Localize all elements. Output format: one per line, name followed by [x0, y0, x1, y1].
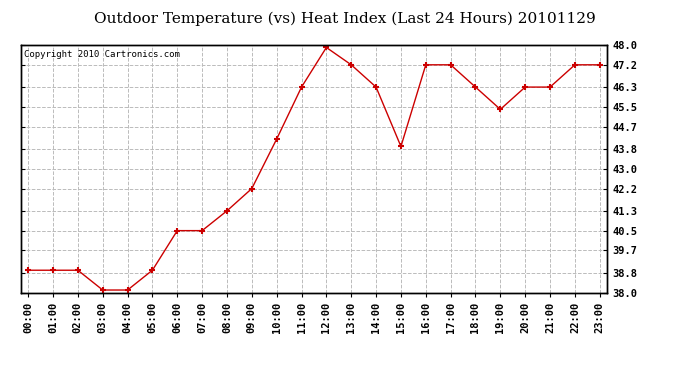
Text: Outdoor Temperature (vs) Heat Index (Last 24 Hours) 20101129: Outdoor Temperature (vs) Heat Index (Las…: [94, 11, 596, 26]
Text: Copyright 2010 Cartronics.com: Copyright 2010 Cartronics.com: [23, 50, 179, 59]
